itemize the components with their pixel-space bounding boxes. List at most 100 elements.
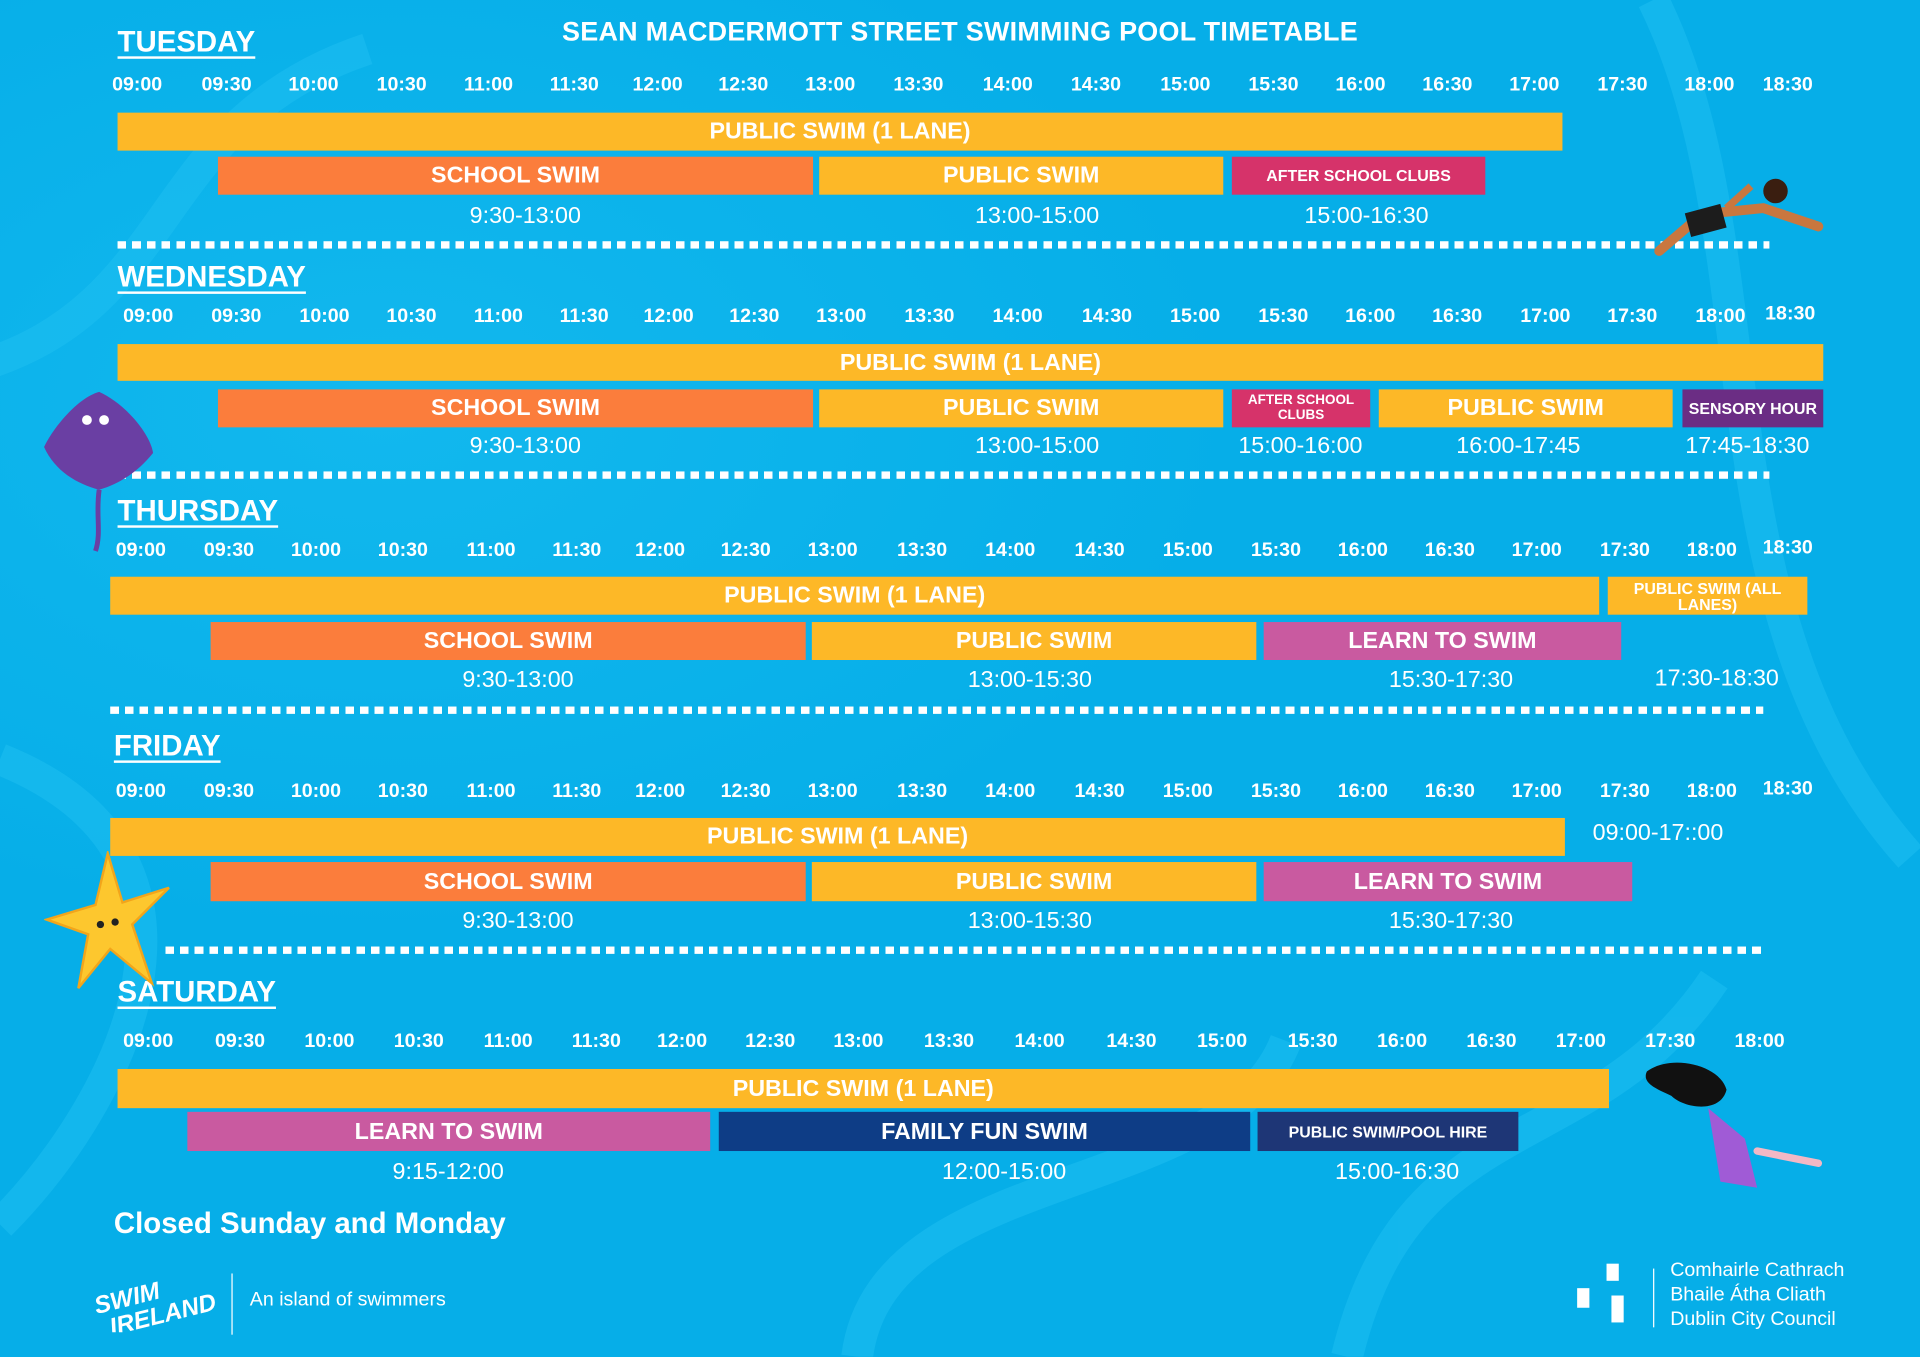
session-time-range: 15:30-17:30 <box>1388 667 1514 694</box>
time-label: 16:30 <box>1424 540 1475 561</box>
council-divider <box>1653 1268 1655 1328</box>
day-separator <box>165 946 1764 954</box>
time-label: 14:00 <box>985 540 1036 561</box>
session-bar: LEARN TO SWIM <box>1263 862 1633 902</box>
day-separator <box>110 706 1764 714</box>
day-heading-thursday: THURSDAY <box>117 494 279 528</box>
time-label: 17:00 <box>1511 781 1562 803</box>
session-time-range: 12:00-15:00 <box>941 1159 1067 1186</box>
time-label: 13:30 <box>896 781 948 803</box>
time-label: 18:00 <box>1695 306 1746 327</box>
time-label: 11:00 <box>466 781 516 803</box>
time-label: 10:00 <box>290 540 341 561</box>
day-heading-tuesday: TUESDAY <box>117 25 256 59</box>
swimmer-illustration <box>1654 178 1824 256</box>
time-label: 17:00 <box>1520 306 1571 327</box>
time-label: 17:30 <box>1599 781 1650 803</box>
session-bar: PUBLIC SWIM <box>1378 389 1673 428</box>
session-bar: SCHOOL SWIM <box>217 389 814 428</box>
session-time-range: 15:00-16:30 <box>1335 1159 1460 1186</box>
session-bar: LEARN TO SWIM <box>187 1111 711 1152</box>
session-bar: PUBLIC SWIM <box>819 389 1224 428</box>
time-label: 15:30 <box>1250 540 1301 561</box>
session-bar: PUBLIC SWIM <box>819 156 1224 195</box>
time-label: 17:00 <box>1555 1031 1606 1052</box>
session-bar: PUBLIC SWIM (1 LANE) <box>110 817 1565 856</box>
time-label: 15:00 <box>1162 540 1213 561</box>
session-bar: SCHOOL SWIM <box>217 156 814 195</box>
closed-note: Closed Sunday and Monday <box>113 1207 506 1241</box>
time-label: 12:00 <box>632 74 683 96</box>
time-label: 16:00 <box>1376 1031 1428 1052</box>
time-label: 16:30 <box>1432 306 1483 327</box>
time-label: 17:00 <box>1511 540 1562 561</box>
time-label: 11:00 <box>466 540 516 561</box>
time-label: 10:30 <box>376 74 427 96</box>
council-line: Bhaile Átha Cliath <box>1670 1284 1826 1306</box>
time-label: 14:30 <box>1074 781 1125 803</box>
time-label: 10:00 <box>304 1031 355 1052</box>
time-label: 11:30 <box>571 1031 621 1052</box>
time-label: 10:30 <box>386 306 437 327</box>
time-label: 15:30 <box>1287 1031 1338 1052</box>
time-label: 13:00 <box>805 74 856 96</box>
time-label: 13:30 <box>904 306 955 327</box>
time-label: 12:00 <box>656 1031 708 1052</box>
time-label: 14:30 <box>1081 306 1132 327</box>
time-label: 13:30 <box>893 74 944 96</box>
time-label: 18:30 <box>1762 778 1813 800</box>
time-label: 15:00 <box>1170 306 1221 327</box>
day-heading-wednesday: WEDNESDAY <box>117 260 306 294</box>
time-label: 16:00 <box>1337 781 1388 803</box>
time-label: 14:30 <box>1070 74 1121 96</box>
time-label: 11:30 <box>559 306 609 327</box>
time-label: 18:00 <box>1684 74 1735 96</box>
footer-divider <box>231 1273 233 1335</box>
time-label: 09:30 <box>214 1031 266 1052</box>
time-label: 17:00 <box>1509 74 1560 96</box>
time-label: 18:00 <box>1686 540 1737 561</box>
day-heading-saturday: SATURDAY <box>117 975 276 1009</box>
session-time-range: 15:00-16:00 <box>1238 433 1363 460</box>
time-label: 15:00 <box>1160 74 1211 96</box>
time-label: 15:30 <box>1250 781 1301 803</box>
time-label: 09:00 <box>123 306 174 327</box>
day-heading-friday: FRIDAY <box>113 729 221 763</box>
time-label: 14:00 <box>1014 1031 1065 1052</box>
time-label: 16:00 <box>1337 540 1388 561</box>
session-bar: PUBLIC SWIM/POOL HIRE <box>1257 1111 1519 1152</box>
time-label: 10:30 <box>377 781 428 803</box>
session-bar: PUBLIC SWIM (1 LANE) <box>117 1068 1609 1109</box>
time-label: 09:30 <box>211 306 262 327</box>
time-label: 09:00 <box>115 781 166 803</box>
time-label: 18:00 <box>1686 781 1737 803</box>
time-label: 10:00 <box>299 306 350 327</box>
session-bar: AFTER SCHOOL CLUBS <box>1231 389 1371 428</box>
session-time-range: 13:00-15:00 <box>975 433 1100 460</box>
stingray-illustration <box>44 391 154 552</box>
time-label: 12:00 <box>634 540 686 561</box>
time-label: 11:00 <box>483 1031 533 1052</box>
session-time-range: 13:00-15:30 <box>967 908 1092 935</box>
session-time-range: 9:30-13:00 <box>469 433 581 460</box>
time-label: 12:30 <box>729 306 780 327</box>
time-label: 18:00 <box>1734 1031 1785 1052</box>
time-label: 11:30 <box>549 74 599 96</box>
time-label: 17:30 <box>1645 1031 1696 1052</box>
session-bar: PUBLIC SWIM (ALL LANES) <box>1607 576 1808 615</box>
time-label: 13:00 <box>816 306 867 327</box>
time-label: 11:30 <box>552 540 602 561</box>
starfish-illustration <box>44 851 170 989</box>
session-bar: SENSORY HOUR <box>1682 389 1824 428</box>
time-label: 10:00 <box>290 781 341 803</box>
time-label: 12:00 <box>643 306 694 327</box>
session-time-range: 17:45-18:30 <box>1685 433 1810 460</box>
day-separator <box>117 241 1770 249</box>
time-label: 13:00 <box>833 1031 884 1052</box>
time-label: 17:30 <box>1597 74 1648 96</box>
time-label: 17:30 <box>1607 306 1658 327</box>
tagline: An island of swimmers <box>249 1289 446 1311</box>
time-label: 13:30 <box>896 540 948 561</box>
time-label: 09:30 <box>203 781 255 803</box>
time-label: 11:00 <box>464 74 514 96</box>
